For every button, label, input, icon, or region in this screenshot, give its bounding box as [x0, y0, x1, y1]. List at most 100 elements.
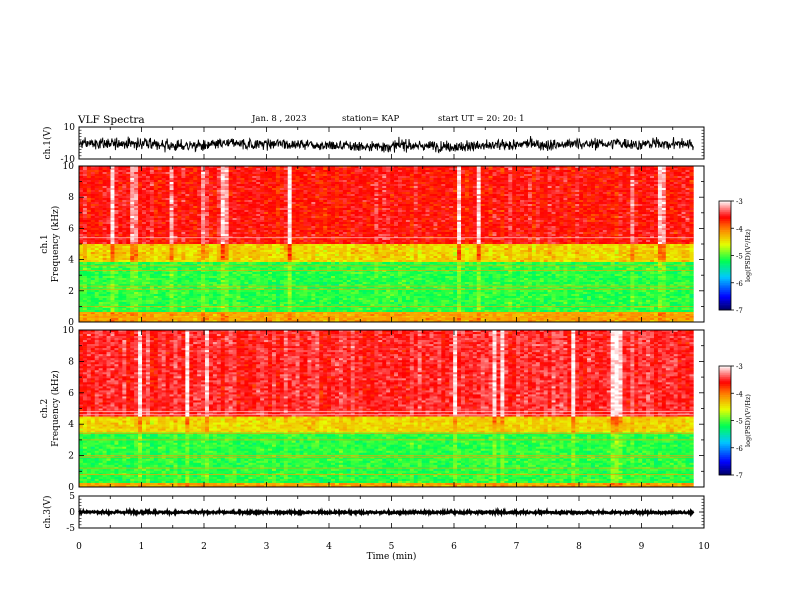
colorbar-segment	[719, 300, 731, 304]
colorbar-segment	[719, 219, 731, 222]
colorbar-segment	[719, 405, 731, 409]
colorbar-segment	[719, 378, 731, 381]
colorbar-segment	[719, 297, 731, 300]
y-tick-label: 10	[63, 162, 75, 172]
colorbar-segment	[719, 255, 731, 258]
ch1-spectrogram-image	[79, 166, 694, 323]
start-ut-label: start UT = 20: 20: 1	[438, 114, 525, 124]
colorbar-segment	[719, 398, 731, 401]
colorbar-tick-label: -7	[736, 472, 743, 480]
colorbar-segment	[719, 435, 731, 438]
date-label: Jan. 8 , 2023	[252, 114, 307, 124]
colorbar-segment	[719, 222, 731, 225]
colorbar-segment	[719, 440, 731, 443]
ch1-spectrogram-colorbar: -7 -6 -5 -4 -3 log(PSD)(V²/Hz)	[718, 198, 752, 315]
colorbar-segment	[719, 271, 731, 274]
colorbar-segment	[719, 239, 731, 242]
colorbar-segment	[719, 409, 731, 412]
colorbar-segment	[719, 208, 731, 211]
colorbar-segment	[719, 211, 731, 215]
colorbar-tick-label: -4	[736, 225, 743, 233]
colorbar-segment	[719, 235, 731, 238]
colorbar-segment	[719, 449, 731, 452]
colorbar-segment	[719, 291, 731, 294]
ch2-spectrogram-image	[79, 330, 694, 488]
ch1-waveform-trace	[78, 135, 694, 154]
colorbar-segment	[719, 385, 731, 389]
colorbar-label: log(PSD)(V²/Hz)	[744, 394, 752, 447]
colorbar-segment	[719, 220, 731, 224]
colorbar-segment	[719, 416, 731, 419]
colorbar-segment	[719, 427, 731, 430]
colorbar-segment	[719, 456, 731, 459]
figure-title: VLF Spectra	[78, 114, 145, 126]
station-label: station= KAP	[342, 114, 399, 124]
colorbar-segment	[719, 246, 731, 249]
colorbar-segment	[719, 273, 731, 276]
ch2-spectrogram-colorbar: -7 -6 -5 -4 -3 log(PSD)(V²/Hz)	[718, 363, 752, 480]
y-tick-label: 8	[68, 357, 74, 367]
colorbar-segment	[719, 240, 731, 244]
ch1-waveform-panel: 10 -10 ch.1(V)	[42, 123, 705, 165]
colorbar-segment	[719, 280, 731, 284]
x-tick-label: 4	[326, 542, 332, 552]
colorbar-segment	[719, 376, 731, 380]
colorbar-segment	[719, 467, 731, 470]
colorbar-segment	[719, 308, 731, 311]
colorbar-segment	[719, 436, 731, 439]
colorbar-segment	[719, 210, 731, 213]
colorbar-segment	[719, 279, 731, 282]
colorbar-segment	[719, 458, 731, 461]
colorbar-tick-label: -7	[736, 307, 743, 315]
colorbar-segment	[719, 367, 731, 370]
colorbar-segment	[719, 284, 731, 287]
colorbar-segment	[719, 429, 731, 432]
colorbar-segment	[719, 393, 731, 396]
colorbar-segment	[719, 380, 731, 383]
colorbar-tick-label: -3	[736, 363, 743, 371]
colorbar-segment	[719, 460, 731, 463]
colorbar-segment	[719, 277, 731, 280]
x-axis-label: Time (min)	[367, 551, 417, 562]
colorbar-segment	[719, 260, 731, 264]
y-tick-label: 2	[68, 287, 74, 297]
colorbar-label: log(PSD)(V²/Hz)	[744, 229, 752, 282]
colorbar-segment	[719, 396, 731, 399]
y-tick-label: 10	[63, 326, 75, 336]
colorbar-segment	[719, 471, 731, 474]
x-tick-label: 6	[451, 542, 457, 552]
colorbar-segment	[719, 442, 731, 445]
y-tick-label: 0	[69, 508, 75, 518]
colorbar-segment	[719, 395, 731, 398]
colorbar-segment	[719, 438, 731, 441]
colorbar-segment	[719, 293, 731, 296]
colorbar-segment	[719, 202, 731, 205]
colorbar-segment	[719, 302, 731, 305]
y-tick-label: 4	[68, 420, 74, 430]
y-tick-label: 0	[68, 318, 74, 328]
colorbar-segment	[719, 264, 731, 267]
colorbar-segment	[719, 204, 731, 207]
colorbar-segment	[719, 453, 731, 456]
y-tick-label: 5	[69, 492, 75, 502]
colorbar-segment	[719, 242, 731, 245]
colorbar-segment	[719, 407, 731, 410]
colorbar-tick-label: -6	[736, 280, 743, 288]
x-tick-label: 7	[514, 542, 520, 552]
x-tick-label: 10	[698, 542, 710, 552]
colorbar-segment	[719, 404, 731, 407]
ch1-spectrogram-panel: 0 2 4 6 8 10 ch.1 Frequency (kHz) -7 -6 -5 -4 -3 log(…	[40, 162, 752, 328]
colorbar-segment	[719, 290, 731, 293]
colorbar-segment	[719, 391, 731, 394]
colorbar-segment	[719, 259, 731, 262]
colorbar-segment	[719, 366, 731, 369]
colorbar-segment	[719, 201, 731, 204]
colorbar-segment	[719, 465, 731, 469]
colorbar-segment	[719, 226, 731, 229]
colorbar-segment	[719, 373, 731, 376]
colorbar-tick-label: -3	[736, 198, 743, 206]
colorbar-segment	[719, 304, 731, 307]
ch2-spectrogram-ylabel: Frequency (kHz)	[50, 370, 61, 447]
colorbar-segment	[719, 447, 731, 450]
